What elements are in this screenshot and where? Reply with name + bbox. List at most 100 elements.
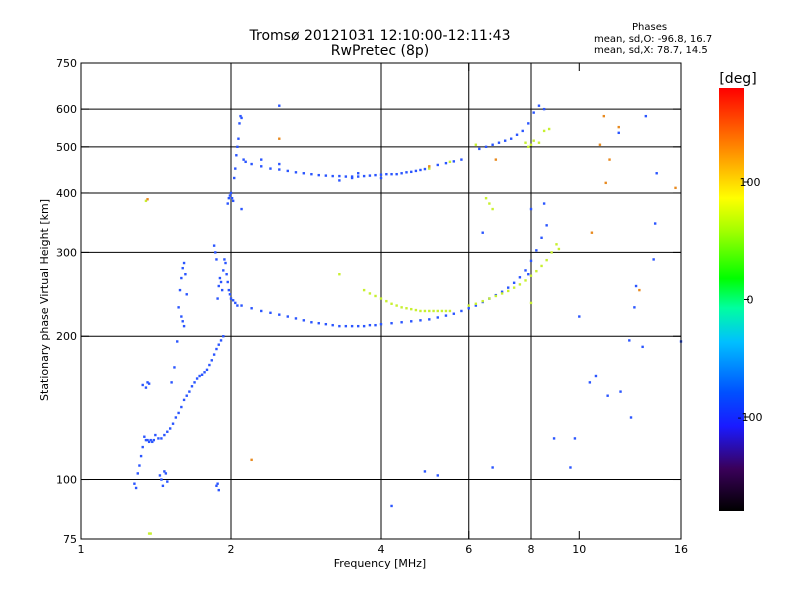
point-O-27: [193, 381, 196, 384]
point-O-22: [180, 405, 183, 409]
point-X-36: [524, 141, 527, 144]
point-O-8: [146, 438, 149, 442]
point-O-162: [317, 322, 320, 325]
point-X-39: [532, 139, 535, 142]
point-X-35: [557, 247, 561, 251]
colorbar: [719, 88, 744, 511]
point-O-42: [146, 381, 149, 384]
x-tick-label-8: 8: [528, 543, 535, 556]
point-O-34: [210, 359, 213, 362]
point-O-152: [542, 107, 546, 111]
point-O-145: [503, 139, 507, 142]
point-O-38: [219, 339, 223, 342]
point-O-72: [223, 258, 226, 261]
point-O-40: [141, 383, 144, 387]
point-O-77: [228, 293, 232, 296]
point-O-198: [436, 474, 439, 477]
point-O-126: [414, 169, 418, 173]
point-O-110: [324, 174, 328, 177]
point-O-138: [379, 176, 383, 180]
point-O-39: [222, 335, 225, 338]
point-X-4: [385, 299, 388, 303]
point-O-165: [338, 324, 341, 328]
point-O-80: [234, 301, 237, 305]
point-O-79: [231, 299, 235, 302]
point-O-29: [198, 374, 201, 378]
point-O-219: [529, 207, 533, 211]
point-X-17: [444, 309, 448, 313]
point-O-58: [164, 472, 168, 475]
point-O-26: [190, 385, 194, 388]
point-O-10: [149, 438, 152, 442]
point-other-3: [428, 165, 431, 168]
point-O-116: [362, 174, 366, 178]
point-O-74: [225, 273, 228, 276]
point-X-40: [537, 141, 541, 144]
point-O-4: [139, 454, 143, 458]
y-tick-label-400: 400: [56, 187, 77, 200]
point-O-139: [260, 158, 263, 161]
point-X-2: [374, 294, 377, 298]
point-O-117: [368, 174, 372, 177]
point-O-94: [236, 145, 239, 149]
point-O-201: [569, 466, 572, 469]
point-O-3: [138, 464, 141, 467]
point-other-5: [598, 143, 602, 146]
x-axis-label: Frequency [MHz]: [334, 557, 426, 570]
point-other-4: [602, 114, 606, 118]
point-O-150: [532, 111, 535, 114]
point-O-181: [460, 309, 463, 313]
phases-o-stats: mean, sd,O: -96.8, 16.7: [594, 34, 712, 45]
point-X-33: [550, 251, 553, 254]
point-X-25: [506, 289, 510, 293]
point-X-8: [405, 307, 408, 310]
point-O-207: [578, 315, 581, 318]
point-O-174: [400, 321, 403, 324]
point-O-189: [512, 281, 516, 284]
colorbar-ticks: 100 0 -100: [738, 176, 763, 424]
point-O-1: [134, 486, 138, 490]
point-O-134: [278, 104, 281, 107]
point-O-71: [222, 269, 225, 272]
point-O-211: [634, 284, 638, 288]
point-O-98: [240, 116, 243, 120]
point-O-220: [542, 202, 546, 205]
point-O-37: [217, 343, 220, 346]
point-O-118: [374, 173, 377, 177]
point-O-32: [205, 368, 209, 372]
point-other-7: [674, 186, 677, 190]
point-O-205: [619, 390, 622, 393]
point-O-64: [181, 320, 184, 323]
point-O-151: [537, 104, 541, 107]
point-O-124: [405, 171, 408, 174]
y-tick-label-600: 600: [56, 103, 77, 116]
point-O-187: [500, 290, 504, 293]
point-X-20: [474, 302, 478, 305]
point-O-91: [233, 176, 236, 180]
point-O-99: [242, 158, 245, 161]
y-tick-label-750: 750: [56, 57, 77, 70]
point-O-135: [338, 179, 341, 182]
point-O-128: [423, 167, 427, 171]
point-O-178: [436, 316, 439, 319]
point-X-27: [518, 283, 522, 286]
point-X-50: [144, 199, 148, 203]
point-O-59: [166, 480, 169, 483]
point-X-15: [436, 309, 439, 313]
point-X-22: [488, 297, 491, 300]
point-O-199: [491, 466, 494, 469]
point-O-46: [176, 340, 179, 343]
point-X-48: [474, 143, 478, 146]
point-O-175: [410, 320, 413, 323]
point-O-154: [250, 307, 253, 310]
point-O-47: [177, 306, 180, 309]
colorbar-tick-label-100: 100: [740, 176, 761, 189]
point-O-114: [350, 175, 354, 178]
point-O-176: [419, 319, 422, 322]
point-other-11: [494, 158, 498, 161]
point-O-70: [220, 288, 224, 292]
point-O-196: [390, 504, 393, 508]
point-X-9: [410, 307, 413, 311]
point-O-177: [428, 318, 431, 321]
point-X-14: [432, 309, 435, 313]
